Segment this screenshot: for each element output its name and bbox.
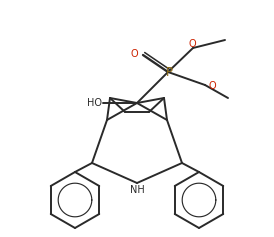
Text: HO: HO xyxy=(87,98,101,108)
Text: O: O xyxy=(130,49,138,59)
Text: O: O xyxy=(208,81,216,91)
Text: NH: NH xyxy=(130,185,144,195)
Text: P: P xyxy=(165,67,173,79)
Text: O: O xyxy=(188,39,196,49)
